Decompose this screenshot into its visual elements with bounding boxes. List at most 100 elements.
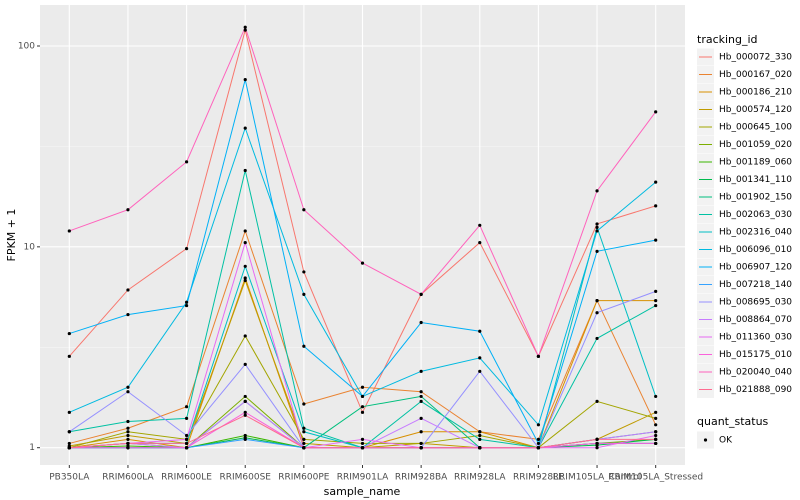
data-point	[654, 394, 658, 399]
data-point	[184, 303, 189, 308]
data-point	[595, 249, 599, 253]
data-point	[184, 437, 189, 441]
x-tick-label: RRIM928LA	[454, 473, 506, 483]
data-point	[478, 356, 482, 360]
legend-label: Hb_015175_010	[719, 350, 792, 360]
data-point	[360, 446, 365, 450]
data-point	[126, 312, 130, 317]
data-point	[302, 426, 306, 430]
data-point	[302, 292, 306, 296]
data-point	[126, 426, 130, 430]
x-tick-label: RRIM600LA	[102, 473, 154, 483]
data-point	[126, 437, 130, 441]
data-point	[595, 441, 599, 446]
data-point	[360, 437, 365, 441]
y-tick-label: 10	[24, 242, 36, 252]
data-point	[67, 229, 71, 233]
data-point	[654, 298, 658, 303]
x-tick-label: RRIM600PE	[278, 473, 330, 483]
data-point	[302, 446, 306, 450]
data-point	[419, 399, 423, 404]
x-tick-label: RRIM600LE	[161, 473, 212, 483]
data-point	[478, 433, 482, 438]
data-point	[595, 225, 599, 229]
data-point	[419, 446, 423, 450]
data-point	[478, 430, 482, 434]
data-point	[126, 288, 130, 292]
legend-label: Hb_000072_330	[719, 53, 792, 63]
data-point	[184, 416, 189, 420]
data-point	[184, 433, 189, 438]
legend-label: Hb_002316_040	[719, 228, 792, 238]
legend-label: Hb_000167_020	[719, 70, 792, 80]
x-tick-label: RRIM928BA	[395, 473, 448, 483]
data-point	[243, 25, 247, 29]
legend-label: Hb_008695_030	[719, 298, 792, 308]
data-point	[595, 399, 599, 404]
legend-label: Hb_011360_030	[719, 333, 792, 343]
data-point	[126, 430, 130, 434]
data-point	[184, 441, 189, 446]
data-point	[360, 394, 365, 399]
data-point	[478, 446, 482, 450]
data-point	[302, 208, 306, 212]
legend-label: Hb_002063_030	[719, 210, 792, 220]
legend-label: Hb_001059_020	[719, 140, 792, 150]
data-point	[302, 402, 306, 406]
data-point	[243, 362, 247, 366]
data-point	[654, 416, 658, 420]
data-point	[654, 423, 658, 427]
data-point	[419, 441, 423, 446]
data-point	[184, 446, 189, 450]
data-point	[536, 446, 541, 450]
data-point	[654, 238, 658, 242]
y-axis-title: FPKM + 1	[5, 209, 18, 262]
x-tick-label: RRIM901LA	[337, 473, 389, 483]
data-point	[184, 160, 189, 164]
data-point	[478, 329, 482, 333]
data-point	[419, 430, 423, 434]
data-point	[126, 441, 130, 446]
data-point	[302, 437, 306, 441]
data-point	[243, 399, 247, 404]
data-point	[360, 410, 365, 414]
x-tick-label: RRIM105LA_Control	[553, 473, 642, 483]
data-point	[243, 394, 247, 399]
legend-label: Hb_020040_040	[719, 368, 792, 378]
data-point	[243, 264, 247, 268]
data-point	[654, 110, 658, 114]
data-point	[595, 336, 599, 341]
legend-label: Hb_008864_070	[719, 315, 792, 325]
data-point	[595, 222, 599, 226]
x-tick-label: RRIM105LA_Stressed	[608, 473, 703, 483]
data-point	[654, 437, 658, 441]
data-point	[184, 300, 189, 304]
legend-label: Hb_000186_210	[719, 88, 792, 98]
data-point	[478, 437, 482, 441]
data-point	[536, 423, 541, 427]
data-point	[243, 240, 247, 245]
data-point	[243, 78, 247, 82]
data-point	[654, 410, 658, 414]
data-point	[478, 223, 482, 227]
data-point	[595, 437, 599, 441]
legend-label: Hb_001902_150	[719, 193, 792, 203]
x-tick-label: RRIM928LE	[513, 473, 564, 483]
data-point	[243, 229, 247, 233]
legend-label: Hb_006907_120	[719, 263, 792, 273]
legend-title: quant_status	[697, 415, 769, 428]
data-point	[126, 385, 130, 389]
y-tick-label: 1	[29, 443, 35, 453]
data-point	[654, 303, 658, 308]
data-point	[67, 446, 71, 450]
data-point	[243, 437, 247, 441]
data-point	[595, 229, 599, 233]
data-point	[126, 208, 130, 212]
data-point	[67, 441, 71, 446]
data-point	[536, 437, 541, 441]
data-point	[243, 413, 247, 417]
legend-label: Hb_006096_010	[719, 245, 792, 255]
data-point	[654, 289, 658, 294]
data-point	[419, 394, 423, 399]
